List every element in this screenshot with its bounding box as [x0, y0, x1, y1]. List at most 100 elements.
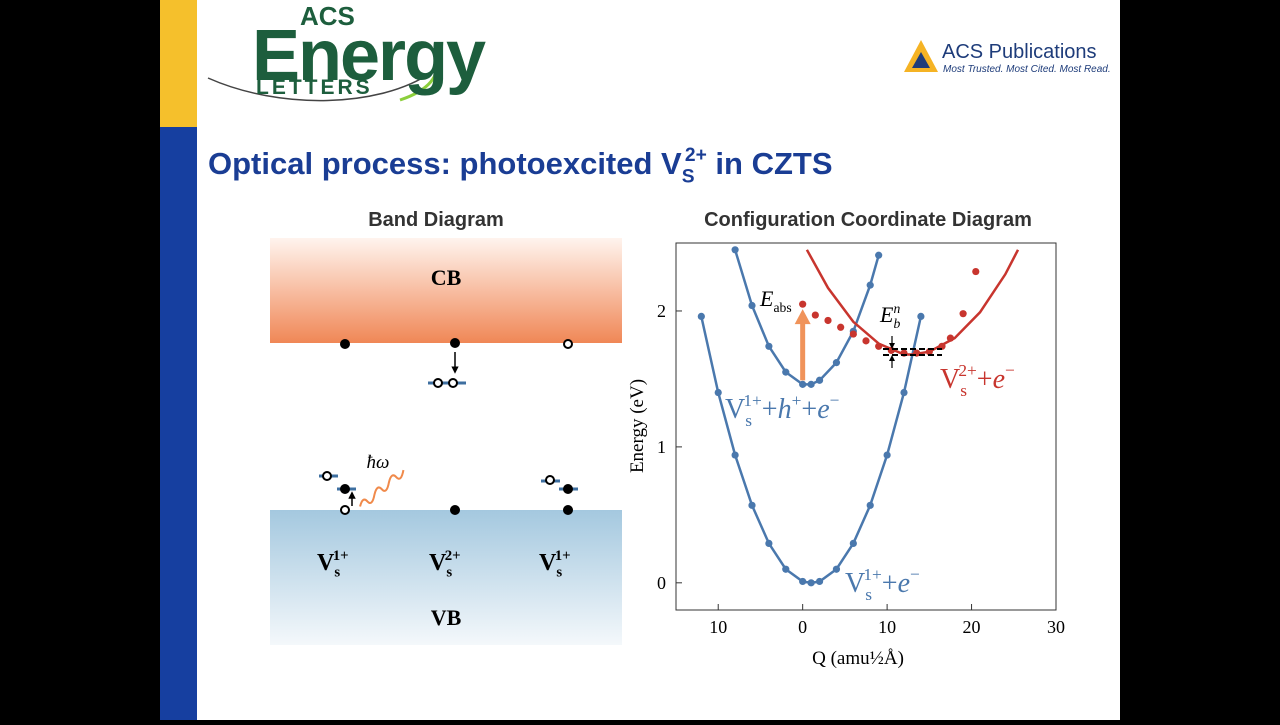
- band-diagram-title: Band Diagram: [368, 209, 504, 231]
- text-run: −: [1005, 361, 1015, 380]
- data-point: [837, 323, 845, 331]
- data-point: [811, 311, 819, 319]
- hole: [322, 471, 332, 481]
- defect-label: Vs2+: [429, 548, 461, 581]
- text-run: abs: [773, 300, 791, 315]
- data-point: [748, 301, 756, 310]
- electron: [450, 338, 460, 348]
- text-run: +: [792, 391, 802, 410]
- logo-top: ACS: [300, 1, 355, 31]
- logo-swoosh-green: [399, 59, 439, 102]
- curve-label: Vs2++e−: [940, 361, 1015, 400]
- x-tick-label: 0: [798, 617, 807, 637]
- text-run: e: [817, 394, 829, 425]
- data-point: [866, 281, 874, 289]
- text-run: V: [429, 550, 447, 576]
- valence-band: [270, 510, 622, 645]
- data-point: [782, 368, 790, 376]
- data-point: [807, 380, 815, 388]
- text-run: S: [682, 167, 695, 188]
- logo-swoosh: [207, 71, 433, 102]
- data-point: [849, 539, 857, 547]
- defect-label: Vs1+: [539, 548, 571, 581]
- text-run: +: [977, 364, 993, 395]
- publisher-emblem-inner: [912, 52, 930, 68]
- data-point: [862, 337, 870, 345]
- data-point: [887, 346, 895, 354]
- data-point: [799, 300, 807, 308]
- data-point: [972, 267, 980, 276]
- electron: [563, 484, 573, 494]
- electron: [450, 505, 460, 515]
- text-run: E: [879, 302, 894, 327]
- electron: [563, 505, 573, 515]
- x-axis-label: Q (amu½Å): [812, 648, 904, 669]
- absorption-arrowhead: [794, 309, 811, 325]
- plot-frame: [675, 242, 1057, 611]
- data-point: [714, 388, 722, 397]
- text-run: s: [446, 565, 452, 581]
- data-point: [824, 316, 832, 325]
- hole: [433, 378, 443, 388]
- text-run: 1+: [333, 548, 349, 564]
- y-axis-label: Energy (eV): [627, 379, 648, 473]
- data-point: [697, 312, 705, 320]
- publisher-logo: ACS Publications Most Trusted. Most Cite…: [904, 40, 1111, 75]
- slide-title: Optical process: photoexcited VS2+ in CZ…: [208, 145, 833, 188]
- data-point: [815, 376, 824, 384]
- text-run: 2+: [685, 145, 707, 166]
- data-point: [731, 246, 739, 254]
- accent-blue: [160, 127, 197, 720]
- data-point: [946, 334, 955, 342]
- text-run: s: [960, 381, 967, 400]
- hole: [563, 339, 573, 349]
- accent-yellow: [160, 0, 197, 127]
- data-point: [807, 579, 815, 587]
- chart-title: Configuration Coordinate Diagram: [704, 209, 1032, 231]
- data-point: [917, 312, 925, 320]
- band-diagram: Band Diagram CB VB ħω Vs1+ Vs2+ Vs1+: [270, 209, 622, 645]
- data-point: [782, 565, 790, 573]
- chart: Configuration Coordinate Diagram Energy …: [627, 209, 1065, 669]
- data-point: [815, 577, 824, 586]
- annotation: Ebn: [879, 301, 900, 331]
- plot-area: [697, 246, 1020, 587]
- text-run: 2+: [445, 548, 461, 564]
- annotation: Eabs: [759, 286, 792, 315]
- logo-main: Energy: [252, 16, 486, 96]
- conduction-band: [270, 238, 622, 343]
- text-run: e: [993, 364, 1005, 395]
- y-tick-label: 0: [657, 573, 666, 593]
- text-run: e: [898, 568, 910, 599]
- text-run: +: [801, 394, 817, 425]
- data-point: [765, 539, 773, 547]
- curve-label: Vs1++h++e−: [725, 391, 839, 430]
- text-run: −: [910, 565, 920, 584]
- data-point: [832, 565, 841, 573]
- text-run: 1+: [863, 565, 881, 584]
- x-tick-label: 10: [878, 617, 896, 637]
- text-run: 1+: [743, 391, 761, 410]
- logo-bottom: LETTERS: [256, 76, 373, 99]
- curve-label: Vs1++e−: [845, 565, 920, 604]
- data-point: [748, 501, 756, 509]
- text-run: s: [334, 565, 340, 581]
- data-point: [799, 577, 807, 586]
- x-tick-label: 10: [709, 617, 727, 637]
- text-run: b: [893, 316, 900, 331]
- data-point: [875, 342, 883, 350]
- data-point: [799, 380, 807, 388]
- data-point: [883, 451, 891, 459]
- text-run: +: [762, 394, 778, 425]
- text-run: s: [865, 585, 872, 604]
- x-tick-label: 30: [1047, 617, 1065, 637]
- electron: [340, 484, 350, 494]
- data-point: [959, 310, 967, 318]
- hole: [545, 475, 555, 485]
- journal-logo: ACS Energy LETTERS: [207, 1, 488, 102]
- text-run: n: [893, 301, 900, 316]
- data-point: [765, 342, 773, 350]
- y-tick-label: 1: [657, 437, 666, 457]
